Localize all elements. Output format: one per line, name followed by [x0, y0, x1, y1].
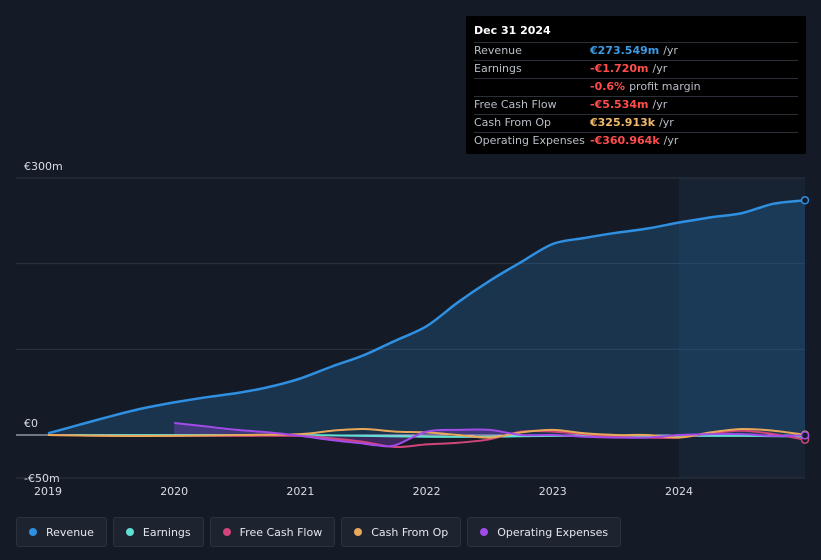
legend-dot-icon	[354, 528, 363, 536]
tooltip-unit: /yr	[652, 98, 668, 111]
operating-expenses-area	[174, 423, 805, 447]
tooltip-unit: /yr	[663, 134, 679, 147]
tooltip-key: Free Cash Flow	[474, 98, 557, 111]
x-tick-label: 2022	[413, 485, 441, 498]
tooltip-row: Earnings -€1.720m/yr	[474, 60, 798, 78]
tooltip-row: Cash From Op €325.913k/yr	[474, 114, 798, 132]
tooltip-value: -0.6%	[590, 80, 626, 93]
tooltip-row: Free Cash Flow -€5.534m/yr	[474, 96, 798, 114]
tooltip-value: -€5.534m	[590, 98, 649, 111]
legend-dot-icon	[29, 528, 37, 536]
legend-item-cash-from-op[interactable]: Cash From Op	[341, 517, 462, 547]
tooltip-key: Operating Expenses	[474, 134, 585, 147]
x-tick-label: 2024	[665, 485, 693, 498]
legend-item-earnings[interactable]: Earnings	[112, 517, 204, 547]
tooltip-value: €325.913k	[590, 116, 656, 129]
tooltip-unit: /yr	[663, 44, 678, 57]
legend-dot-icon	[480, 528, 489, 536]
operating-expenses-line	[174, 422, 806, 448]
tooltip-unit: /yr	[659, 116, 674, 129]
tooltip-row: -0.6% profit margin	[474, 78, 798, 96]
legend-item-revenue[interactable]: Revenue	[16, 517, 107, 547]
revenue-line	[47, 199, 806, 435]
tooltip-row: Revenue €273.549m/yr	[474, 42, 798, 60]
tooltip-key: Earnings	[474, 62, 522, 75]
tooltip-date: Dec 31 2024	[474, 24, 551, 37]
tooltip-value: -€1.720m	[590, 62, 649, 75]
legend: Revenue Earnings Free Cash Flow Cash From O…	[16, 517, 622, 547]
x-tick-label: 2023	[539, 485, 567, 498]
tooltip-key: Revenue	[474, 44, 522, 57]
legend-item-operating-expenses[interactable]: Operating Expenses	[467, 517, 622, 547]
tooltip-value: €273.549m	[590, 44, 660, 57]
revenue-area	[48, 200, 805, 435]
tooltip-unit: /yr	[652, 62, 668, 75]
legend-dot-icon	[125, 528, 134, 536]
tooltip: Dec 31 2024 Revenue €273.549m/yr Earnings -…	[466, 16, 806, 154]
legend-label: Operating Expenses	[497, 525, 609, 539]
tooltip-value: -€360.964k	[590, 134, 660, 147]
legend-label: Revenue	[46, 525, 94, 539]
legend-label: Free Cash Flow	[239, 525, 323, 539]
y-tick-label: €300m	[24, 160, 63, 173]
legend-label: Earnings	[142, 525, 191, 539]
operating-expenses-end-point	[800, 431, 810, 440]
y-tick-label: €0	[24, 417, 38, 430]
tooltip-unit: profit margin	[629, 80, 701, 93]
legend-item-free-cash-flow[interactable]: Free Cash Flow	[209, 517, 336, 547]
x-tick-label: 2019	[34, 485, 62, 498]
x-tick-label: 2021	[286, 485, 314, 498]
tooltip-key	[474, 79, 590, 96]
tooltip-row: Operating Expenses -€360.964k/yr	[474, 132, 798, 150]
tooltip-key: Cash From Op	[474, 116, 552, 129]
legend-label: Cash From Op	[371, 525, 449, 539]
x-tick-label: 2020	[160, 485, 188, 498]
forecast-shade	[679, 178, 805, 478]
revenue-end-point	[800, 196, 810, 205]
y-tick-label: -€50m	[24, 472, 60, 485]
legend-dot-icon	[222, 528, 231, 536]
